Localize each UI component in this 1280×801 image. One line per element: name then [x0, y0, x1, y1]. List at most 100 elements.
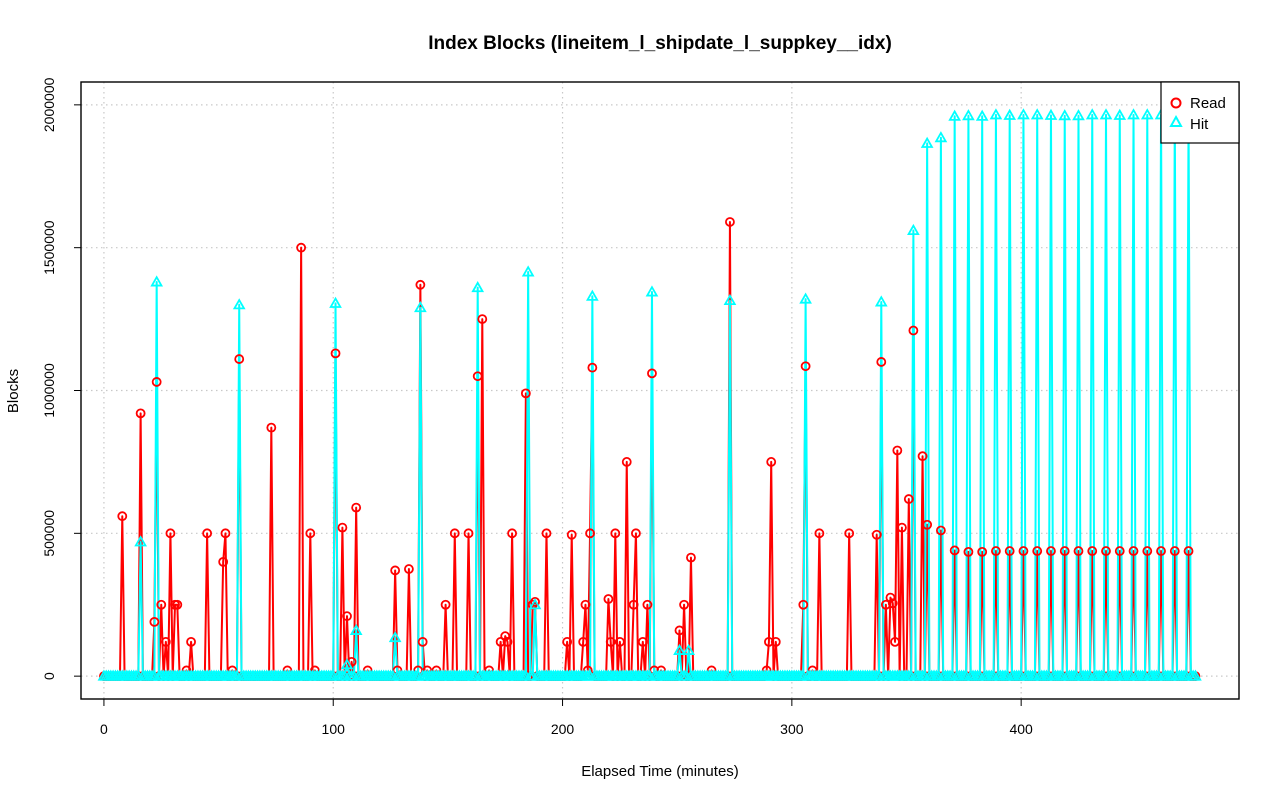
hit-point — [414, 301, 427, 313]
x-tick-label: 200 — [551, 721, 575, 737]
read-point — [266, 422, 277, 433]
read-point — [472, 371, 483, 382]
hit-point — [723, 293, 737, 306]
read-point — [876, 357, 887, 367]
hit-point — [1099, 108, 1113, 120]
read-point — [814, 528, 825, 539]
read-point — [800, 361, 811, 372]
hit-point — [1113, 108, 1127, 120]
read-point — [686, 552, 696, 563]
hit-point — [349, 623, 363, 635]
read-point — [963, 546, 974, 557]
hit-point — [907, 223, 920, 236]
x-tick-label: 300 — [780, 721, 804, 737]
hit-point — [471, 281, 485, 293]
read-point — [1183, 546, 1194, 556]
read-point — [463, 528, 474, 539]
read-point — [530, 596, 540, 607]
read-point — [417, 636, 428, 647]
read-point — [202, 528, 213, 539]
hit-point — [1085, 108, 1099, 120]
hit-point — [340, 658, 354, 670]
read-point — [949, 545, 960, 556]
read-point — [1087, 546, 1098, 556]
read-point — [1018, 546, 1029, 556]
y-tick-label: 1500000 — [41, 220, 57, 275]
read-point — [404, 564, 414, 574]
read-point — [580, 599, 591, 610]
y-axis-label: Blocks — [5, 369, 22, 413]
read-point — [642, 599, 653, 610]
hit-point — [232, 298, 246, 310]
x-tick-label: 100 — [322, 721, 346, 737]
hit-point — [388, 630, 402, 643]
read-point — [160, 636, 171, 647]
hit-point — [934, 131, 948, 143]
hit-point — [975, 109, 989, 121]
legend-item-read: Read — [1170, 95, 1226, 112]
read-point — [871, 529, 882, 540]
hit-point — [1189, 669, 1202, 681]
read-point — [541, 528, 552, 539]
read-point — [621, 457, 632, 467]
read-point — [296, 242, 307, 253]
read-point — [172, 599, 183, 610]
read-point — [679, 599, 689, 610]
x-tick-label: 0 — [100, 721, 108, 737]
legend-hit-label: Hit — [1190, 116, 1209, 133]
read-point — [165, 528, 176, 539]
legend: Read Hit — [1160, 81, 1240, 144]
read-point — [520, 388, 531, 399]
read-point — [887, 598, 898, 609]
read-point — [135, 408, 146, 419]
read-point — [305, 528, 316, 539]
legend-read-marker — [1170, 97, 1182, 109]
hit-point — [673, 643, 686, 655]
read-point — [1032, 546, 1043, 556]
read-point — [566, 529, 577, 540]
read-point — [449, 528, 460, 539]
hit-point — [989, 108, 1003, 120]
read-point — [1128, 546, 1139, 556]
read-point — [342, 611, 352, 622]
x-axis-label: Elapsed Time (minutes) — [581, 763, 739, 780]
read-point — [186, 636, 196, 647]
read-point — [908, 325, 919, 336]
read-point — [798, 599, 809, 610]
read-point — [351, 502, 362, 513]
read-point — [477, 314, 488, 324]
hit-point — [528, 598, 542, 610]
read-point — [892, 445, 903, 456]
read-point — [603, 594, 614, 604]
y-tick-label: 500000 — [41, 510, 57, 557]
read-point — [897, 522, 907, 533]
legend-box — [1160, 81, 1240, 144]
read-point — [1156, 546, 1166, 556]
read-point — [890, 636, 900, 647]
hit-point — [1140, 108, 1154, 120]
read-point — [614, 636, 625, 647]
read-point — [234, 354, 245, 364]
read-point — [151, 377, 162, 387]
y-tick-label: 1000000 — [41, 363, 57, 418]
read-point — [880, 599, 891, 610]
read-point — [844, 528, 855, 539]
legend-hit-marker — [1169, 114, 1183, 127]
series-lines — [103, 113, 1196, 678]
x-tick-label: 400 — [1009, 721, 1033, 737]
read-point — [578, 636, 589, 647]
read-point — [585, 528, 595, 539]
hit-point — [1127, 108, 1140, 120]
hit-point — [1044, 108, 1058, 120]
read-point — [156, 599, 167, 610]
read-point — [764, 636, 774, 647]
read-point — [330, 348, 341, 359]
read-point — [587, 362, 598, 373]
read-point — [674, 625, 685, 636]
read-point — [917, 451, 928, 462]
read-point — [631, 528, 641, 539]
read-point — [149, 616, 160, 627]
read-point — [337, 522, 348, 533]
hit-point — [1003, 108, 1017, 120]
